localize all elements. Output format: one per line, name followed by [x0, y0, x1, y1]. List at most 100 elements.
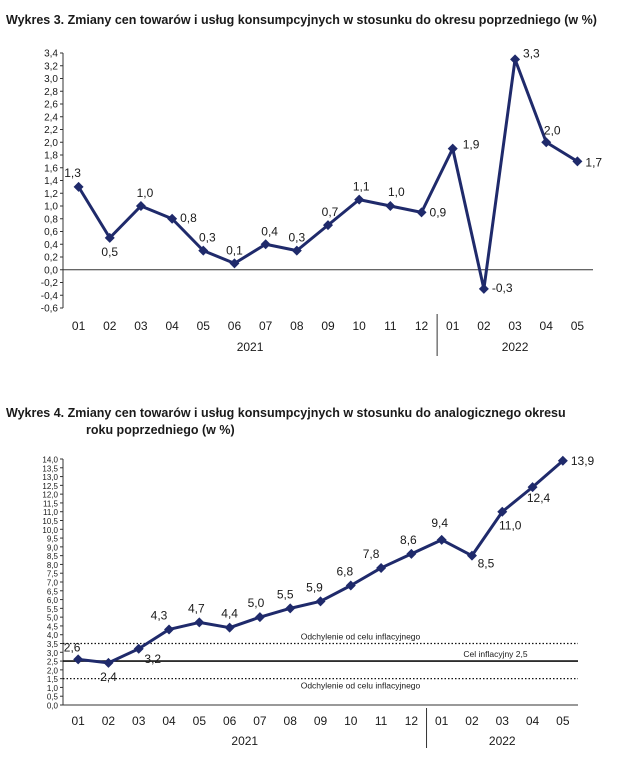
data-point [164, 624, 175, 635]
data-label: 1,1 [353, 180, 370, 194]
y-tick-label: 13,5 [42, 464, 58, 473]
year-label: 2022 [489, 734, 516, 748]
y-tick-label: 5,5 [47, 605, 59, 614]
data-point [376, 562, 387, 573]
y-tick-label: 1,0 [44, 202, 58, 213]
x-tick-label: 05 [197, 319, 211, 333]
data-point [572, 156, 583, 167]
data-label: 0,1 [226, 243, 243, 257]
data-label: 2,4 [100, 670, 117, 684]
data-point [416, 207, 427, 218]
data-label: 0,4 [261, 224, 278, 238]
data-point [224, 622, 235, 633]
y-tick-label: 1,0 [47, 684, 59, 693]
y-tick-label: 12,5 [42, 482, 58, 491]
y-tick-label: 2,5 [47, 658, 59, 667]
x-tick-label: 05 [193, 714, 207, 728]
data-label: 1,0 [388, 185, 405, 199]
data-label: 3,2 [144, 652, 161, 666]
data-point [194, 617, 205, 628]
x-tick-label: 03 [508, 319, 522, 333]
x-tick-label: 08 [290, 319, 304, 333]
y-tick-label: 3,0 [47, 649, 59, 658]
data-label: 0,3 [288, 231, 305, 245]
x-tick-label: 02 [465, 714, 479, 728]
year-label: 2021 [237, 340, 264, 354]
data-label: 9,4 [431, 516, 448, 530]
x-tick-label: 04 [162, 714, 176, 728]
y-tick-label: 5,0 [47, 614, 59, 623]
data-label: 4,7 [188, 601, 205, 615]
data-point [103, 657, 114, 668]
y-tick-label: 9,0 [47, 543, 59, 552]
data-label: 3,3 [523, 46, 540, 60]
data-point [345, 580, 356, 591]
data-point [133, 643, 144, 654]
data-label: 8,6 [400, 533, 417, 547]
data-label: 0,3 [199, 231, 216, 245]
x-tick-label: 07 [259, 319, 273, 333]
y-tick-label: 0,2 [44, 253, 58, 264]
data-label: 13,9 [571, 454, 595, 468]
x-tick-label: 05 [556, 714, 570, 728]
data-point [510, 54, 521, 65]
y-tick-label: 12,0 [42, 491, 58, 500]
reference-line-label: Cel inflacyjny 2,5 [463, 649, 528, 659]
data-label: -0,3 [492, 281, 513, 295]
data-label: 5,5 [277, 587, 294, 601]
y-tick-label: 0,6 [44, 227, 58, 238]
y-tick-label: 3,2 [44, 61, 58, 72]
y-tick-label: 3,5 [47, 640, 59, 649]
data-label: 4,3 [151, 608, 168, 622]
data-label: 0,5 [101, 245, 118, 259]
year-label: 2022 [502, 340, 529, 354]
y-tick-label: 6,5 [47, 587, 59, 596]
x-tick-label: 09 [321, 319, 335, 333]
y-tick-label: 0,5 [47, 693, 59, 702]
data-point [73, 654, 84, 665]
y-tick-label: 13,0 [42, 473, 58, 482]
y-tick-label: -0,2 [41, 278, 59, 289]
data-point [315, 596, 326, 607]
x-tick-label: 12 [415, 319, 429, 333]
data-point [466, 550, 477, 561]
y-tick-label: 9,5 [47, 535, 59, 544]
data-point [557, 455, 568, 466]
x-tick-label: 10 [344, 714, 358, 728]
data-point [73, 181, 84, 192]
data-point [385, 201, 396, 211]
data-point [527, 482, 538, 493]
x-tick-label: 01 [435, 714, 449, 728]
data-point [167, 213, 178, 224]
data-label: 12,4 [527, 491, 551, 505]
data-label: 1,9 [463, 138, 480, 152]
data-label: 1,0 [137, 186, 154, 200]
data-label: 7,8 [363, 547, 380, 561]
data-label: 6,8 [336, 565, 353, 579]
data-point [406, 548, 417, 559]
chart1: 3,43,23,02,82,62,42,22,01,81,61,41,21,00… [41, 46, 602, 356]
x-tick-label: 02 [477, 319, 491, 333]
chart2-title-line2: roku poprzedniego (w %) [86, 423, 235, 437]
data-label: 0,9 [430, 205, 447, 219]
x-tick-label: 04 [526, 714, 540, 728]
y-tick-label: 10,5 [42, 517, 58, 526]
data-point [323, 220, 333, 231]
chart2-title: Wykres 4. Zmiany cen towarów i usług kon… [6, 405, 596, 439]
data-label: 1,3 [64, 166, 81, 180]
x-tick-label: 01 [71, 714, 85, 728]
data-point [229, 258, 240, 269]
reference-line-label: Odchylenie od celu inflacyjnego [301, 681, 421, 691]
data-point [478, 283, 489, 294]
x-tick-label: 06 [223, 714, 237, 728]
data-label: 5,9 [306, 580, 323, 594]
x-tick-label: 03 [132, 714, 146, 728]
x-tick-label: 11 [375, 714, 388, 728]
y-tick-label: 2,2 [44, 125, 58, 136]
y-tick-label: 11,0 [43, 508, 59, 517]
x-tick-label: 04 [540, 319, 554, 333]
chart2-title-line1: Wykres 4. Zmiany cen towarów i usług kon… [6, 406, 566, 420]
x-tick-label: 02 [102, 714, 116, 728]
y-tick-label: 1,2 [44, 189, 58, 200]
data-label: 0,7 [322, 205, 339, 219]
